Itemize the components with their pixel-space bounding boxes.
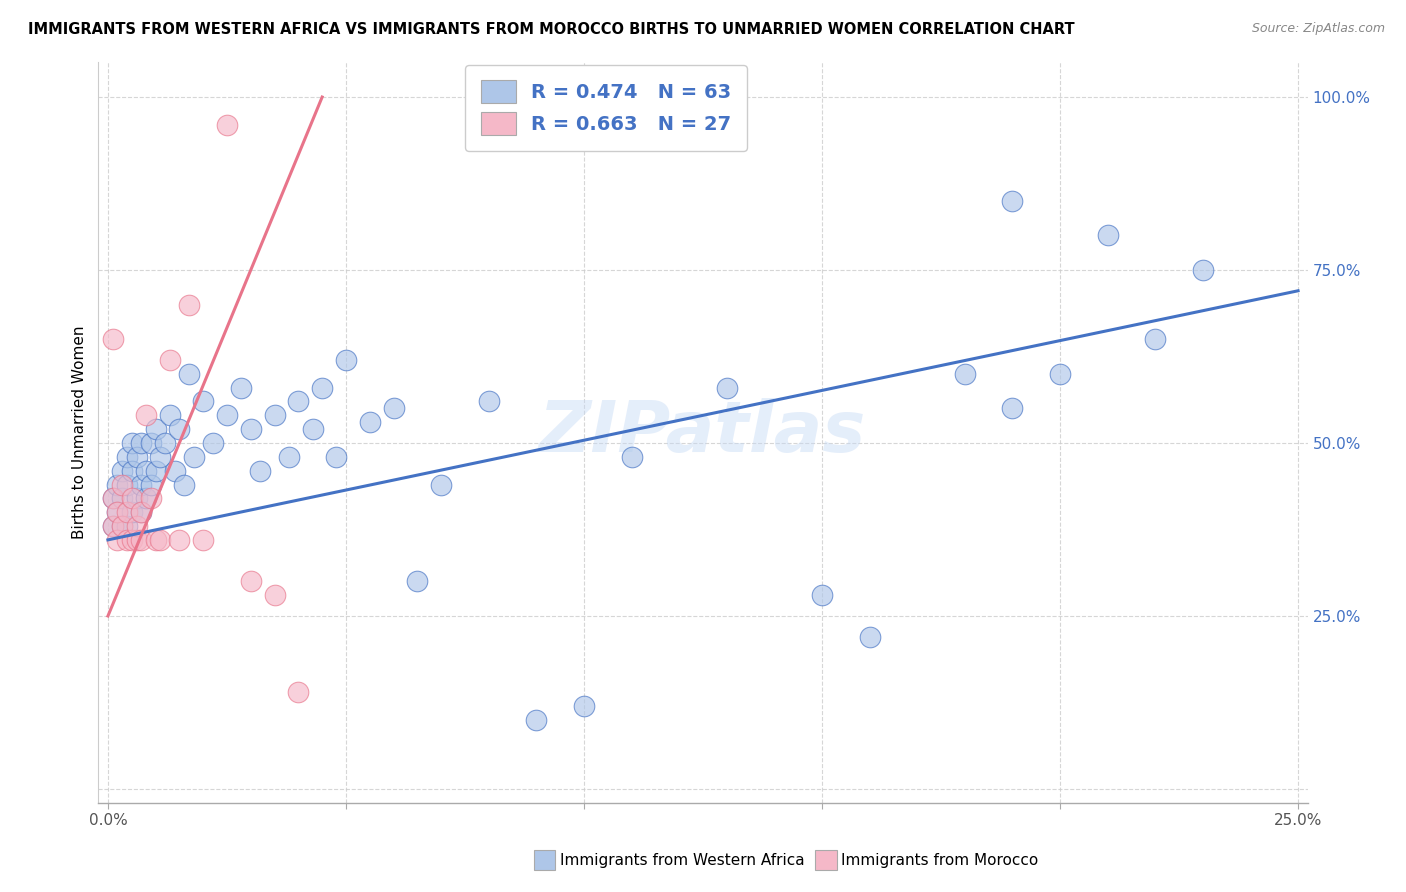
Point [159,409,181,423]
Point [121,533,143,547]
Point [169,533,191,547]
Point [121,464,143,478]
Point [177,367,200,381]
Point [111,519,134,533]
Point [111,477,134,491]
Point [121,491,143,506]
Point [191,533,214,547]
Point [325,450,347,464]
Point [201,436,224,450]
Point [173,477,195,491]
Point [135,409,157,423]
Point [139,491,162,506]
Point [153,436,176,450]
Point [111,519,134,533]
Point [111,491,134,506]
Point [524,713,547,727]
Point [115,519,138,533]
Point [1001,194,1024,208]
Text: Source: ZipAtlas.com: Source: ZipAtlas.com [1251,22,1385,36]
Point [129,533,152,547]
Point [177,297,200,311]
Point [121,436,143,450]
Point [287,394,309,409]
Point [163,464,186,478]
Point [287,685,309,699]
Point [1144,332,1167,346]
Point [716,381,738,395]
Point [572,698,595,713]
Point [620,450,643,464]
Point [239,574,262,589]
Point [139,477,162,491]
Point [139,436,162,450]
Point [101,332,124,346]
Point [149,450,172,464]
Point [277,450,299,464]
Point [125,519,148,533]
Point [101,519,124,533]
Point [335,353,357,368]
Point [406,574,429,589]
Point [359,415,381,429]
Point [1192,263,1215,277]
Point [231,381,253,395]
Point [115,505,138,519]
Point [1049,367,1071,381]
Text: IMMIGRANTS FROM WESTERN AFRICA VS IMMIGRANTS FROM MOROCCO BIRTHS TO UNMARRIED WO: IMMIGRANTS FROM WESTERN AFRICA VS IMMIGR… [28,22,1074,37]
Text: Immigrants from Western Africa: Immigrants from Western Africa [560,854,804,868]
Point [149,533,172,547]
Point [107,505,129,519]
Legend: R = 0.474   N = 63, R = 0.663   N = 27: R = 0.474 N = 63, R = 0.663 N = 27 [465,65,747,151]
Point [125,533,148,547]
Point [953,367,976,381]
Point [111,464,134,478]
Point [115,477,138,491]
Text: ZIPatlas: ZIPatlas [540,398,866,467]
Point [430,477,453,491]
Point [859,630,882,644]
Point [811,588,834,602]
Point [107,533,129,547]
Point [263,409,285,423]
Point [191,394,214,409]
Point [215,118,238,132]
Point [101,491,124,506]
Point [101,519,124,533]
Point [1001,401,1024,416]
Point [311,381,333,395]
Point [169,422,191,436]
Point [263,588,285,602]
Point [382,401,405,416]
Point [129,505,152,519]
Point [159,353,181,368]
Point [107,477,129,491]
Point [121,505,143,519]
Point [129,505,152,519]
Point [1097,228,1119,243]
Point [249,464,271,478]
Y-axis label: Births to Unmarried Women: Births to Unmarried Women [72,326,87,540]
Point [129,477,152,491]
Point [135,491,157,506]
Point [107,505,129,519]
Point [115,450,138,464]
Point [125,491,148,506]
Point [101,491,124,506]
Point [478,394,501,409]
Point [145,533,167,547]
Point [115,533,138,547]
Point [129,436,152,450]
Point [145,464,167,478]
Point [239,422,262,436]
Text: Immigrants from Morocco: Immigrants from Morocco [841,854,1038,868]
Point [125,450,148,464]
Point [215,409,238,423]
Point [145,422,167,436]
Point [135,464,157,478]
Point [183,450,205,464]
Point [301,422,323,436]
